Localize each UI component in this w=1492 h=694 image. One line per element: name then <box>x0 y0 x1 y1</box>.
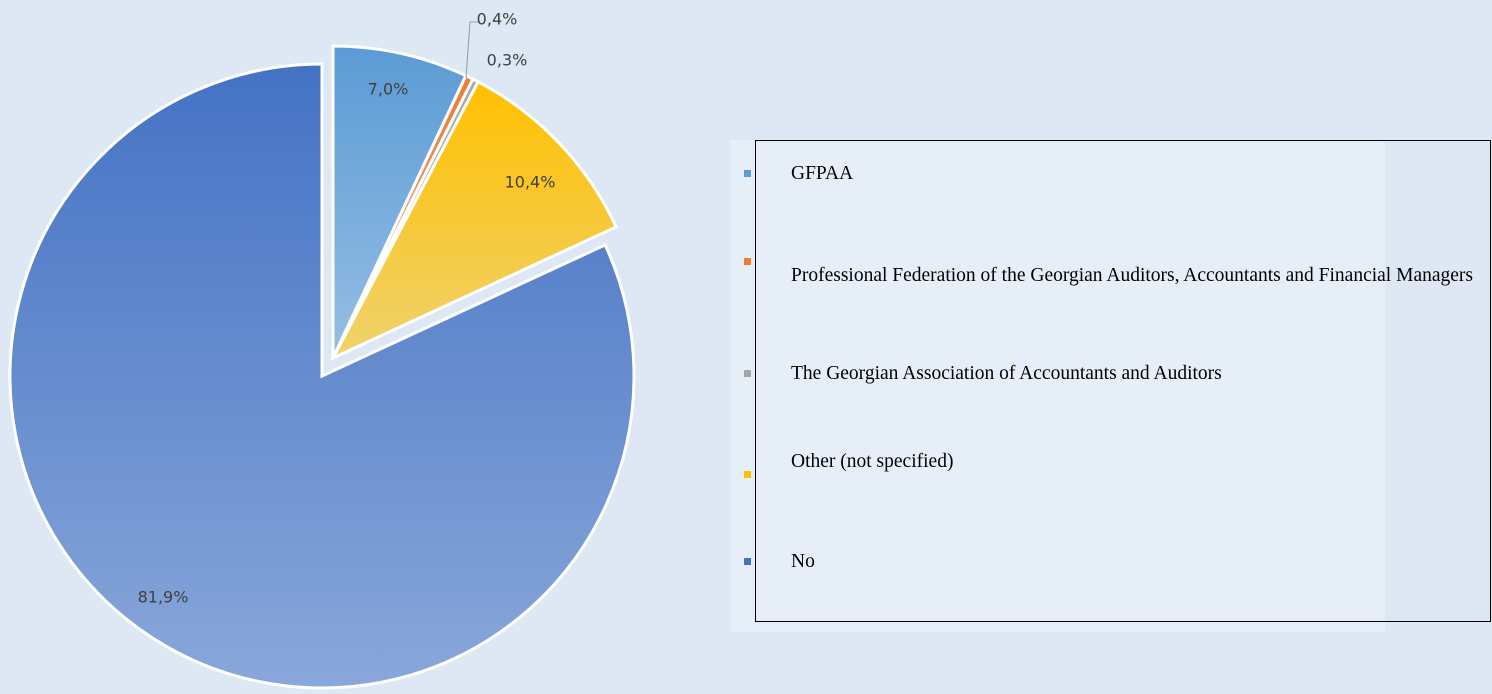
data-label: 7,0% <box>368 80 409 99</box>
legend: GFPAA Professional Federation of the Geor… <box>744 140 1491 622</box>
data-label: 10,4% <box>505 173 556 192</box>
legend-swatch <box>744 558 751 565</box>
slice <box>331 44 468 359</box>
legend-label: The Georgian Association of Accountants … <box>791 363 1222 384</box>
legend-swatch <box>744 170 751 177</box>
slice <box>8 62 636 690</box>
legend-background <box>730 140 1385 632</box>
data-label: 0,4% <box>477 10 518 29</box>
legend-item: Professional Federation of the Georgian … <box>744 258 1491 288</box>
legend-swatch <box>744 471 751 478</box>
leader-line <box>465 21 479 79</box>
legend-swatch <box>744 370 751 377</box>
legend-item: GFPAA <box>744 162 1491 186</box>
legend-item: No <box>744 550 1491 574</box>
legend-label: Other (not specified) <box>791 451 954 472</box>
legend-label: No <box>791 551 815 572</box>
slice <box>329 79 619 362</box>
data-label: 81,9% <box>138 588 189 607</box>
data-label: 0,3% <box>487 51 528 70</box>
legend-label: Professional Federation of the Georgian … <box>791 265 1473 286</box>
legend-item: Other (not specified) <box>744 450 1491 478</box>
legend-label: GFPAA <box>791 163 854 184</box>
legend-swatch <box>744 258 751 265</box>
legend-item: The Georgian Association of Accountants … <box>744 362 1491 386</box>
